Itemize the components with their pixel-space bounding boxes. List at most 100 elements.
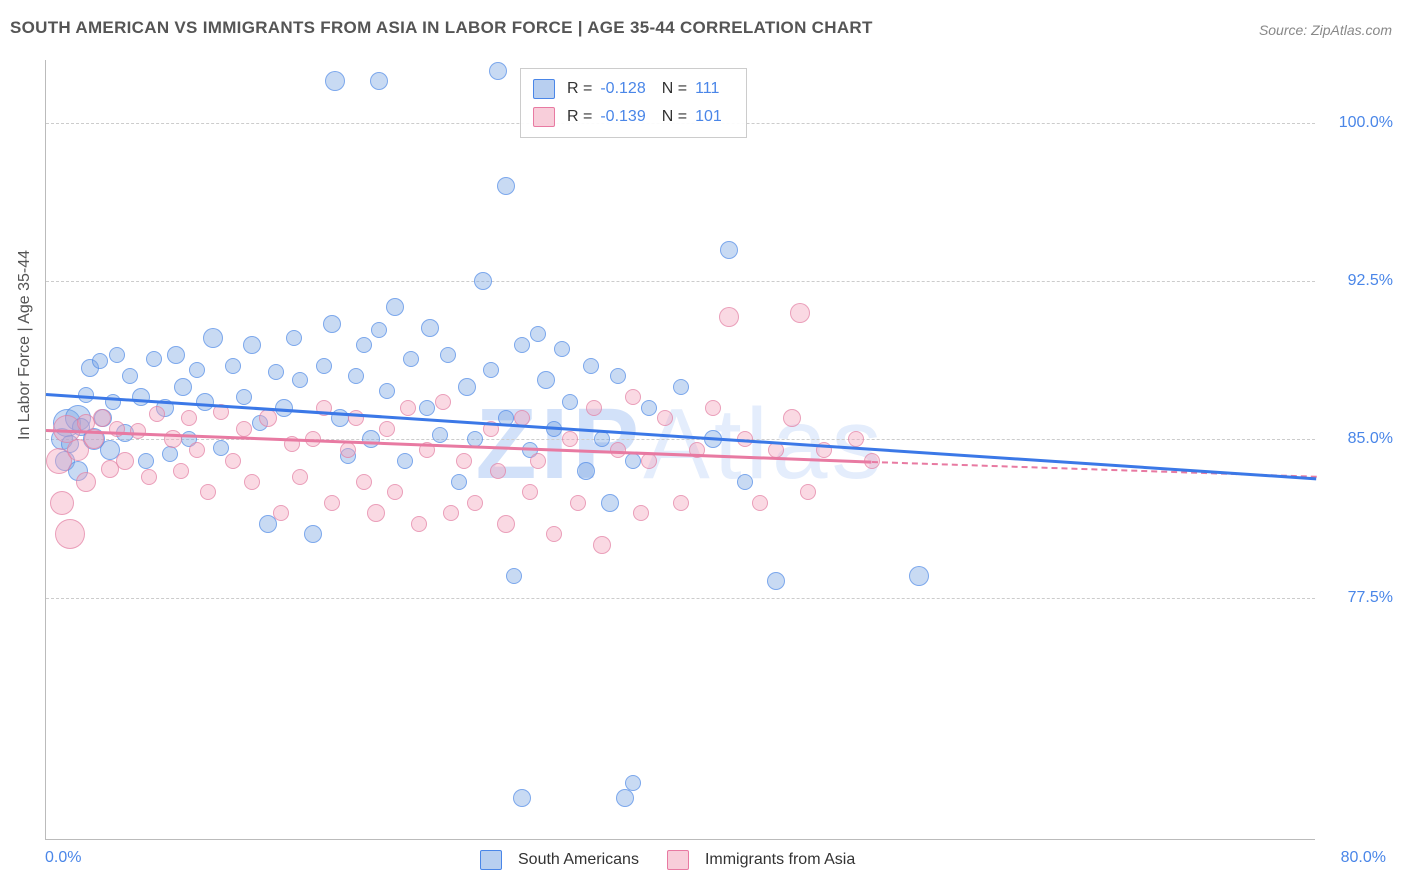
scatter-point [356, 337, 372, 353]
scatter-point [737, 474, 753, 490]
scatter-point [323, 315, 341, 333]
r-label: R = [567, 80, 592, 98]
scatter-point [583, 358, 599, 374]
scatter-point [554, 341, 570, 357]
scatter-point [174, 378, 192, 396]
scatter-point [356, 474, 372, 490]
scatter-point [244, 474, 260, 490]
scatter-point [474, 272, 492, 290]
y-tick-label: 92.5% [1348, 272, 1393, 290]
scatter-point [601, 494, 619, 512]
scatter-point [146, 351, 162, 367]
scatter-point [243, 336, 261, 354]
chart-container: SOUTH AMERICAN VS IMMIGRANTS FROM ASIA I… [0, 0, 1406, 892]
scatter-point [467, 495, 483, 511]
scatter-point [641, 400, 657, 416]
scatter-point [348, 368, 364, 384]
scatter-point [50, 491, 74, 515]
scatter-point [537, 371, 555, 389]
scatter-point [506, 568, 522, 584]
scatter-point [593, 536, 611, 554]
r-label: R = [567, 108, 592, 126]
y-axis-label: In Labor Force | Age 35-44 [16, 250, 34, 440]
scatter-point [577, 462, 595, 480]
scatter-point [514, 337, 530, 353]
scatter-point [752, 495, 768, 511]
scatter-point [189, 442, 205, 458]
scatter-point [162, 446, 178, 462]
source-attribution: Source: ZipAtlas.com [1259, 22, 1392, 38]
scatter-point [93, 409, 111, 427]
gridline [46, 598, 1315, 599]
legend-row-blue: R = -0.128 N = 111 [533, 75, 734, 103]
scatter-point [435, 394, 451, 410]
legend-swatch-pink [667, 850, 689, 870]
scatter-point [273, 505, 289, 521]
scatter-point [304, 525, 322, 543]
scatter-point [783, 409, 801, 427]
scatter-point [421, 319, 439, 337]
scatter-point [340, 442, 356, 458]
scatter-point [456, 453, 472, 469]
legend-swatch-pink [533, 107, 555, 127]
scatter-point [167, 346, 185, 364]
scatter-point [522, 484, 538, 500]
scatter-point [203, 328, 223, 348]
scatter-point [379, 421, 395, 437]
scatter-point [324, 495, 340, 511]
scatter-point [546, 526, 562, 542]
scatter-point [286, 330, 302, 346]
scatter-point [292, 372, 308, 388]
scatter-point [562, 431, 578, 447]
scatter-point [705, 400, 721, 416]
scatter-point [225, 358, 241, 374]
scatter-point [225, 453, 241, 469]
scatter-point [432, 427, 448, 443]
legend-swatch-blue [480, 850, 502, 870]
scatter-point [76, 472, 96, 492]
x-tick-max: 80.0% [1341, 849, 1386, 867]
scatter-point [562, 394, 578, 410]
scatter-point [616, 789, 634, 807]
scatter-point [419, 400, 435, 416]
n-label: N = [662, 80, 687, 98]
scatter-point [105, 394, 121, 410]
scatter-point [196, 393, 214, 411]
scatter-point [586, 400, 602, 416]
scatter-point [625, 389, 641, 405]
series-legend: South Americans Immigrants from Asia [480, 850, 855, 870]
scatter-point [490, 463, 506, 479]
gridline [46, 439, 1315, 440]
scatter-point [173, 463, 189, 479]
gridline [46, 281, 1315, 282]
n-value: 101 [695, 108, 722, 126]
scatter-point [657, 410, 673, 426]
chart-title: SOUTH AMERICAN VS IMMIGRANTS FROM ASIA I… [10, 18, 873, 38]
legend-label: Immigrants from Asia [705, 851, 855, 869]
scatter-point [55, 519, 85, 549]
scatter-point [625, 775, 641, 791]
scatter-point [400, 400, 416, 416]
scatter-point [570, 495, 586, 511]
scatter-point [92, 353, 108, 369]
legend-item: South Americans [480, 850, 639, 870]
scatter-point [530, 453, 546, 469]
n-label: N = [662, 108, 687, 126]
scatter-point [181, 410, 197, 426]
legend-swatch-blue [533, 79, 555, 99]
scatter-point [673, 379, 689, 395]
scatter-point [213, 440, 229, 456]
scatter-point [497, 515, 515, 533]
scatter-point [625, 453, 641, 469]
scatter-point [379, 383, 395, 399]
scatter-point [483, 362, 499, 378]
scatter-point [489, 62, 507, 80]
scatter-point [122, 368, 138, 384]
scatter-point [138, 453, 154, 469]
scatter-point [132, 388, 150, 406]
scatter-point [610, 368, 626, 384]
scatter-point [909, 566, 929, 586]
legend-row-pink: R = -0.139 N = 101 [533, 103, 734, 131]
scatter-point [848, 431, 864, 447]
plot-area: ZIPAtlas 77.5%85.0%92.5%100.0% [45, 60, 1315, 840]
